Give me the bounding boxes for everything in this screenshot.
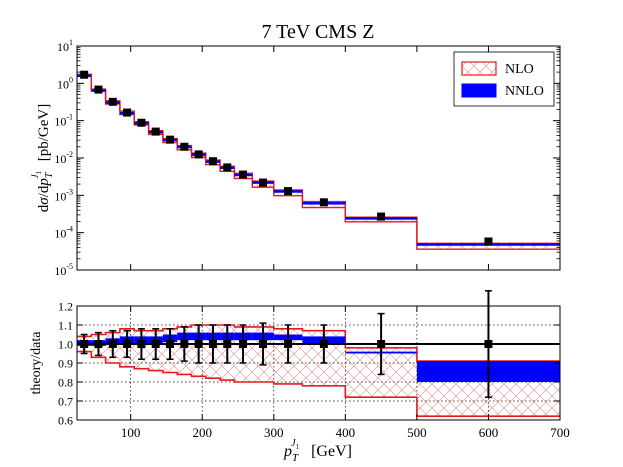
- ratio-y-tick-label: 0.6: [58, 414, 73, 428]
- ratio-data-point: [94, 340, 103, 348]
- data-point: [123, 108, 132, 117]
- main-ticks: 101 100 10-1 10-2 10-3 10-4 10-5: [54, 38, 561, 278]
- x-tick-label: 100: [121, 425, 141, 440]
- ratio-data-point: [108, 340, 117, 348]
- ratio-data-point: [239, 340, 248, 348]
- data-point: [239, 170, 248, 179]
- ratio-data-point: [319, 340, 328, 348]
- ratio-data-point: [484, 340, 493, 348]
- legend: NLO NNLO: [453, 51, 555, 107]
- main-panel: 101 100 10-1 10-2 10-3 10-4 10-5 dσ/dpTJ1 [pb/…: [30, 38, 561, 278]
- ratio-ticks: 100 200 300 400 500 600 700 0.6 0.7 0.8 0.9 1.0 1.1 1…: [58, 300, 570, 441]
- data-point: [151, 127, 160, 136]
- data-point: [284, 187, 293, 196]
- ratio-y-tick-label: 0.7: [58, 395, 73, 409]
- x-tick-label: 500: [407, 425, 427, 440]
- ratio-y-tick-label: 0.9: [58, 357, 73, 371]
- nlo-band-bin: [416, 243, 560, 250]
- data-point: [377, 212, 386, 221]
- legend-swatch-nnlo: [461, 83, 497, 98]
- x-tick-label: 600: [479, 425, 499, 440]
- ratio-data-points: [80, 290, 493, 398]
- main-y-tick-label: 101: [57, 38, 73, 54]
- ratio-data-point: [80, 340, 89, 348]
- ratio-data-point: [377, 340, 386, 348]
- data-point: [194, 150, 203, 159]
- ratio-data-point: [208, 340, 217, 348]
- ratio-data-point: [123, 340, 132, 348]
- x-tick-label: 700: [550, 425, 570, 440]
- chart-title: 7 TeV CMS Z: [262, 21, 375, 43]
- data-point: [319, 198, 328, 207]
- x-tick-label: 400: [336, 425, 356, 440]
- main-y-axis-label: dσ/dpTJ1 [pb/GeV]: [30, 104, 55, 212]
- ratio-y-tick-label: 1.1: [58, 319, 73, 333]
- ratio-panel: 100 200 300 400 500 600 700 0.6 0.7 0.8 0.9 1.0 1.1 1…: [29, 290, 570, 464]
- main-y-tick-label: 100: [57, 75, 73, 91]
- data-point: [223, 163, 232, 172]
- ratio-data-point: [194, 340, 203, 348]
- ratio-nlo-lower-edge: [77, 350, 560, 417]
- ratio-data-point: [151, 340, 160, 348]
- data-point: [166, 135, 175, 144]
- ratio-data-point: [180, 340, 189, 348]
- legend-label-nnlo: NNLO: [505, 84, 544, 99]
- ratio-nlo-upper-edge: [77, 324, 560, 362]
- ratio-data-point: [137, 340, 146, 348]
- ratio-y-axis-label: theory/data: [29, 331, 44, 395]
- main-y-tick-label: 10-3: [54, 187, 73, 203]
- ratio-data-point: [259, 340, 268, 348]
- ratio-data-point: [223, 340, 232, 348]
- data-point: [108, 97, 117, 106]
- data-point: [94, 85, 103, 94]
- ratio-y-tick-label: 0.8: [58, 376, 73, 390]
- x-axis-label: pTJ1 [GeV]: [283, 438, 352, 464]
- data-point: [259, 178, 268, 187]
- main-y-tick-label: 10-1: [54, 113, 73, 129]
- data-point: [208, 157, 217, 166]
- legend-swatch-nlo: [461, 61, 497, 76]
- data-point: [484, 237, 493, 246]
- ratio-data-point: [166, 340, 175, 348]
- x-tick-label: 300: [264, 425, 284, 440]
- main-data-points: [80, 70, 493, 246]
- main-y-tick-label: 10-5: [54, 262, 73, 278]
- ratio-y-tick-label: 1.0: [58, 338, 73, 352]
- ratio-y-tick-label: 1.2: [58, 300, 73, 314]
- legend-label-nlo: NLO: [505, 62, 534, 77]
- main-y-tick-label: 10-4: [54, 225, 73, 241]
- data-point: [80, 70, 89, 79]
- x-tick-label: 200: [192, 425, 212, 440]
- main-y-tick-label: 10-2: [54, 150, 73, 166]
- ratio-data-point: [284, 340, 293, 348]
- data-point: [180, 142, 189, 151]
- data-point: [137, 118, 146, 127]
